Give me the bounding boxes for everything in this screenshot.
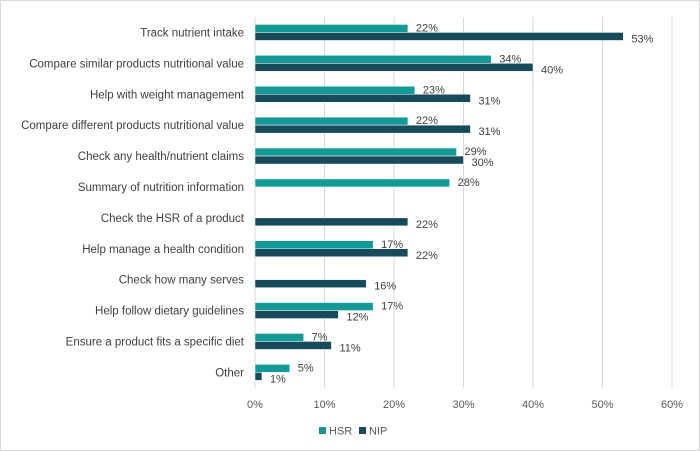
data-label: 29%: [465, 146, 487, 158]
data-label: 17%: [381, 239, 403, 251]
bar-hsr: [254, 302, 374, 311]
data-label: 11%: [339, 342, 360, 354]
bar-nip: [254, 32, 624, 41]
bar-hsr: [254, 86, 416, 95]
bar-nip: [254, 341, 332, 350]
legend-swatch-nip: [359, 427, 366, 434]
category-label: Help manage a health condition: [82, 244, 244, 256]
x-tick-label: 0%: [247, 399, 263, 411]
bar-nip: [254, 279, 367, 288]
bar-nip: [254, 217, 409, 227]
data-label: 31%: [478, 95, 500, 107]
x-tick-label: 10%: [313, 399, 335, 411]
bar-nip: [254, 94, 471, 103]
bar-hsr: [254, 116, 409, 126]
bar-hsr: [254, 147, 457, 157]
data-label: 31%: [478, 126, 500, 138]
x-tick-label: 60%: [661, 399, 683, 411]
category-label: Help with weight management: [90, 89, 245, 101]
legend-label: NIP: [369, 426, 387, 438]
bar-hsr: [254, 240, 374, 249]
bar-hsr: [254, 55, 492, 64]
category-label: Ensure a product fits a specific diet: [66, 336, 245, 348]
bar-hsr: [254, 24, 409, 33]
data-label: 22%: [416, 219, 438, 231]
category-label: Track nutrient intake: [140, 27, 244, 39]
category-label: Check the HSR of a product: [101, 213, 245, 225]
bar-nip: [254, 155, 464, 165]
bar-nip: [254, 63, 534, 72]
x-tick-label: 20%: [383, 399, 405, 411]
category-label: Help follow dietary guidelines: [95, 306, 244, 318]
data-label: 1%: [270, 373, 286, 385]
data-label: 16%: [374, 281, 396, 293]
bar-hsr: [254, 364, 290, 373]
bar-hsr: [254, 333, 304, 342]
data-label: 7%: [312, 331, 328, 343]
data-label: 23%: [423, 84, 445, 96]
data-label: 30%: [472, 157, 494, 169]
data-label: 34%: [499, 53, 521, 65]
category-label: Compare similar products nutritional val…: [29, 58, 244, 70]
x-tick-label: 40%: [522, 399, 544, 411]
category-label: Check any health/nutrient claims: [78, 151, 244, 163]
data-label: 22%: [416, 22, 438, 34]
legend-swatch-hsr: [319, 427, 326, 434]
data-label: 22%: [416, 250, 438, 262]
bar-hsr: [254, 178, 450, 188]
data-label: 5%: [298, 362, 314, 374]
data-label: 40%: [541, 64, 563, 76]
data-label: 12%: [346, 312, 368, 324]
data-label: 17%: [381, 301, 403, 313]
category-label: Summary of nutrition information: [78, 182, 244, 194]
bar-nip: [254, 372, 263, 381]
data-label: 28%: [458, 177, 480, 189]
category-label: Check how many serves: [119, 275, 245, 287]
data-label: 22%: [416, 115, 438, 127]
x-tick-label: 30%: [452, 399, 474, 411]
legend-label: HSR: [329, 426, 352, 438]
bar-nip: [254, 248, 409, 257]
data-label: 53%: [631, 33, 653, 45]
bar-nip: [254, 310, 339, 319]
bar-nip: [254, 124, 471, 134]
category-label: Compare different products nutritional v…: [21, 120, 244, 132]
x-tick-label: 50%: [591, 399, 613, 411]
category-label: Other: [215, 367, 244, 379]
